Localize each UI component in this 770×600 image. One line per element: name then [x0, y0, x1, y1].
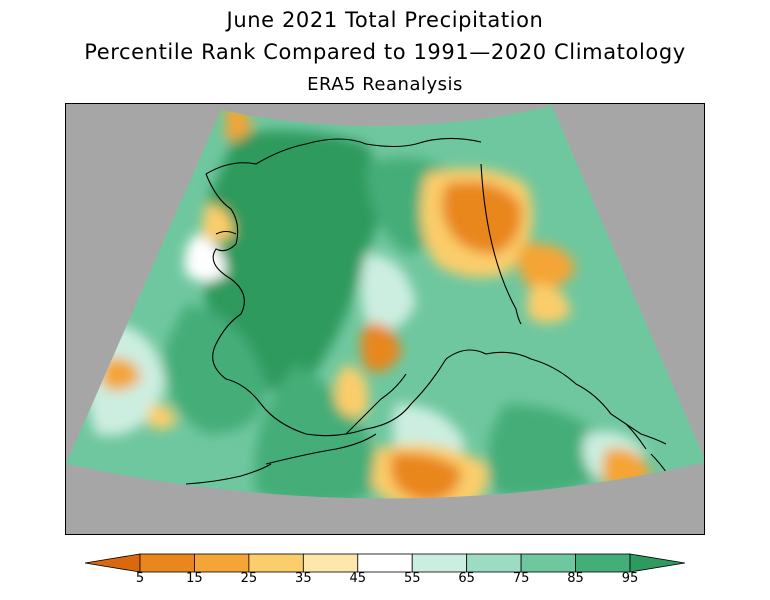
colorbar-tick-label: 5 [135, 571, 145, 586]
colorbar-tick-label: 75 [512, 571, 530, 586]
colorbar-tick-label: 95 [621, 571, 639, 586]
map-title: June 2021 Total Precipitation [226, 8, 544, 32]
colorbar-segment [302, 553, 359, 573]
map-subtitle: Percentile Rank Compared to 1991—2020 Cl… [84, 40, 686, 64]
colorbar-segment [139, 553, 195, 573]
colorbar [85, 553, 685, 573]
colorbar-segment [411, 553, 468, 573]
colorbar-tick-label: 15 [186, 571, 203, 586]
colorbar-tick-label: 25 [240, 571, 258, 586]
coastline [185, 137, 672, 485]
precipitation-map [65, 103, 705, 535]
colorbar-segment [357, 553, 413, 573]
colorbar-tick-label: 65 [458, 571, 475, 586]
colorbar-segment [520, 553, 576, 573]
colorbar-tick-label: 85 [567, 571, 584, 586]
colorbar-arrow-low [85, 553, 141, 573]
colorbar-segment [575, 553, 631, 573]
colorbar-segment [248, 553, 304, 573]
colorbar-segment [466, 553, 522, 573]
colorbar-tick-label: 35 [295, 571, 312, 586]
colorbar-arrow-high [629, 553, 685, 573]
colorbar-segment [194, 553, 250, 573]
colorbar-tick-label: 55 [403, 571, 421, 586]
percentile-field [66, 106, 704, 499]
map-source-label: ERA5 Reanalysis [307, 74, 463, 95]
colorbar-tick-label: 45 [349, 571, 367, 586]
